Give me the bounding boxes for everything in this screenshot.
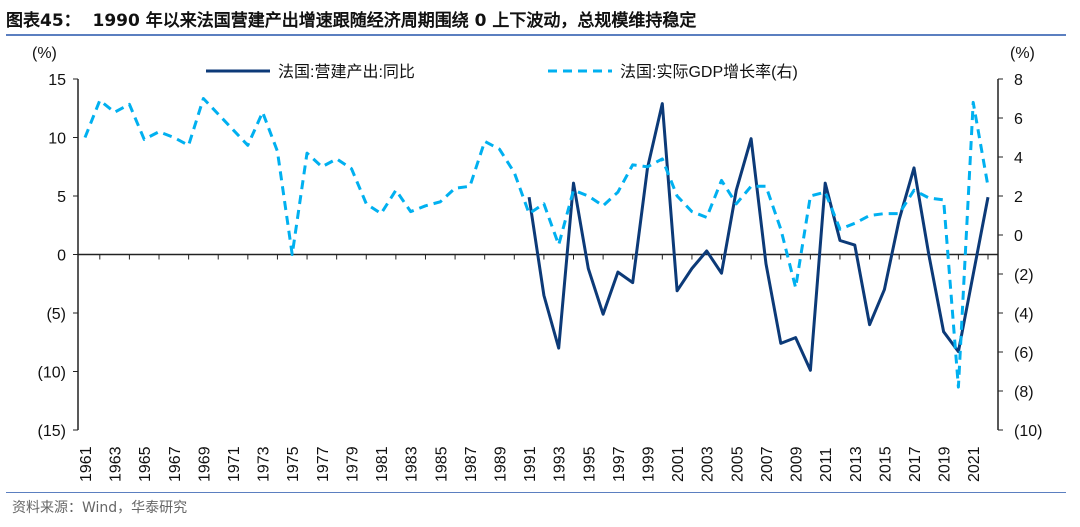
x-tick-label: 1989 <box>492 446 509 482</box>
x-tick-label: 1975 <box>285 446 302 482</box>
right-tick-label: 6 <box>1014 111 1023 128</box>
x-tick-label: 2017 <box>907 446 924 482</box>
x-tick-label: 2007 <box>759 446 776 482</box>
series-line-construction <box>527 102 990 372</box>
right-tick-label: (6) <box>1014 345 1034 362</box>
x-tick-label: 1995 <box>581 446 598 482</box>
x-tick-label: 2005 <box>729 446 746 482</box>
right-unit-label: (%) <box>1010 45 1035 62</box>
x-tick-label: 1993 <box>552 446 569 482</box>
x-tick-label: 2009 <box>789 446 806 482</box>
x-tick-label: 1981 <box>374 446 391 482</box>
legend-label: 法国:营建产出:同比 <box>278 63 415 81</box>
x-tick-label: 2013 <box>848 446 865 482</box>
source-divider <box>6 492 1066 493</box>
x-tick-label: 2019 <box>937 446 954 482</box>
source-note: 资料来源：Wind，华泰研究 <box>12 500 188 516</box>
left-tick-label: (5) <box>46 306 66 323</box>
right-tick-label: (4) <box>1014 306 1034 323</box>
right-tick-label: (8) <box>1014 384 1034 401</box>
title-divider <box>6 34 1066 36</box>
right-tick-label: (10) <box>1014 423 1042 440</box>
x-tick-label: 1979 <box>344 446 361 482</box>
x-tick-label: 1961 <box>78 446 95 482</box>
x-tick-label: 1985 <box>433 446 450 482</box>
left-tick-label: (10) <box>38 365 66 382</box>
right-tick-label: (2) <box>1014 267 1034 284</box>
left-unit-label: (%) <box>32 45 57 62</box>
x-tick-label: 1997 <box>611 446 628 482</box>
right-tick-label: 0 <box>1014 228 1023 245</box>
x-tick-label: 2011 <box>818 447 835 482</box>
x-tick-label: 1983 <box>404 446 421 482</box>
x-tick-label: 2003 <box>700 446 717 482</box>
x-tick-label: 2015 <box>877 446 894 482</box>
left-tick-label: 5 <box>57 189 66 206</box>
right-tick-label: 2 <box>1014 189 1023 206</box>
x-tick-label: 1971 <box>226 446 243 482</box>
legend-label: 法国:实际GDP增长率(右) <box>620 63 798 81</box>
x-tick-label: 2021 <box>966 446 983 482</box>
left-tick-label: 10 <box>48 131 66 148</box>
x-tick-label: 1987 <box>463 446 480 482</box>
left-tick-label: 0 <box>57 248 66 265</box>
left-tick-label: (15) <box>38 423 66 440</box>
x-tick-label: 1967 <box>167 446 184 482</box>
x-tick-label: 1999 <box>641 446 658 482</box>
x-tick-label: 1977 <box>315 446 332 482</box>
x-tick-label: 1973 <box>256 446 273 482</box>
chart-title: 图表45： 1990 年以来法国营建产出增速跟随经济周期围绕 0 上下波动，总规… <box>6 11 697 31</box>
x-tick-label: 1963 <box>108 446 125 482</box>
x-tick-label: 1969 <box>196 446 213 482</box>
right-tick-label: 4 <box>1014 150 1023 167</box>
right-tick-label: 8 <box>1014 72 1023 89</box>
x-tick-label: 1991 <box>522 446 539 482</box>
x-tick-label: 2001 <box>670 446 687 482</box>
series-line-gdp <box>83 97 990 389</box>
left-tick-label: 15 <box>48 72 66 89</box>
x-tick-label: 1965 <box>137 446 154 482</box>
